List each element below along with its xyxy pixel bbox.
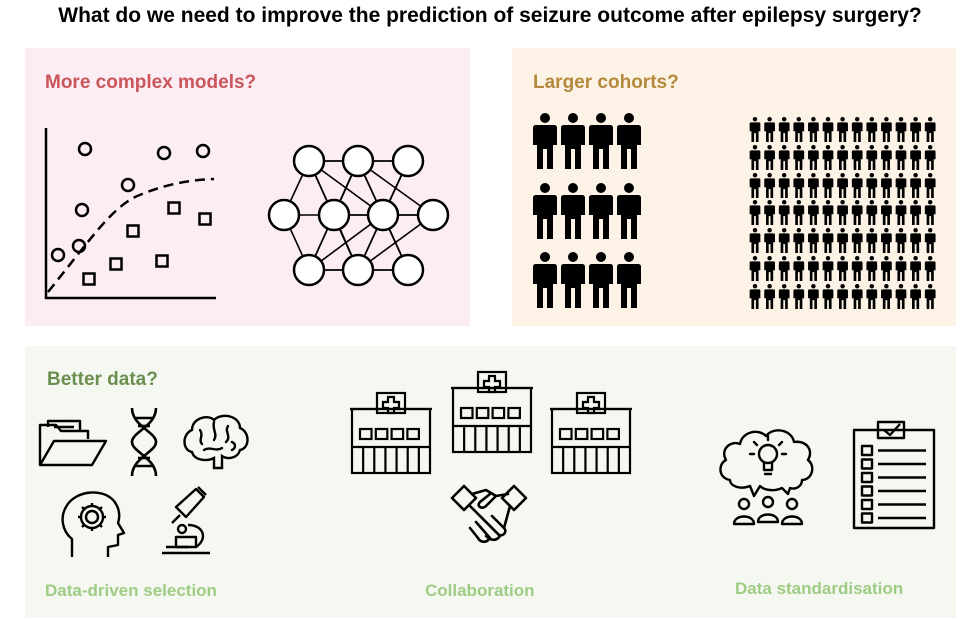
checkbox-mark [860, 444, 874, 457]
head-gear-icon [61, 491, 126, 557]
dna-icon [130, 407, 158, 477]
folder-icon [38, 419, 108, 467]
cohorts-panel-title: Larger cohorts? [533, 72, 679, 93]
checkbox-mark [860, 485, 874, 497]
discussion-lightbulb-icon [719, 429, 814, 526]
checklist-icon [852, 420, 936, 530]
handshake-icon [450, 484, 528, 544]
checkbox-mark [860, 471, 874, 484]
microscope-icon [162, 486, 210, 555]
brain-icon [183, 414, 249, 470]
data-panel-title: Better data? [47, 369, 158, 390]
collaboration-caption: Collaboration [425, 581, 535, 600]
page-title: What do we need to improve the predictio… [58, 4, 922, 27]
checkbox-mark [860, 458, 874, 470]
checkbox-mark [860, 512, 874, 524]
models-panel-title: More complex models? [45, 72, 257, 93]
checkbox-mark [860, 498, 874, 511]
data-driven-selection-caption: Data-driven selection [45, 581, 217, 600]
data-standardisation-caption: Data standardisation [735, 579, 904, 598]
